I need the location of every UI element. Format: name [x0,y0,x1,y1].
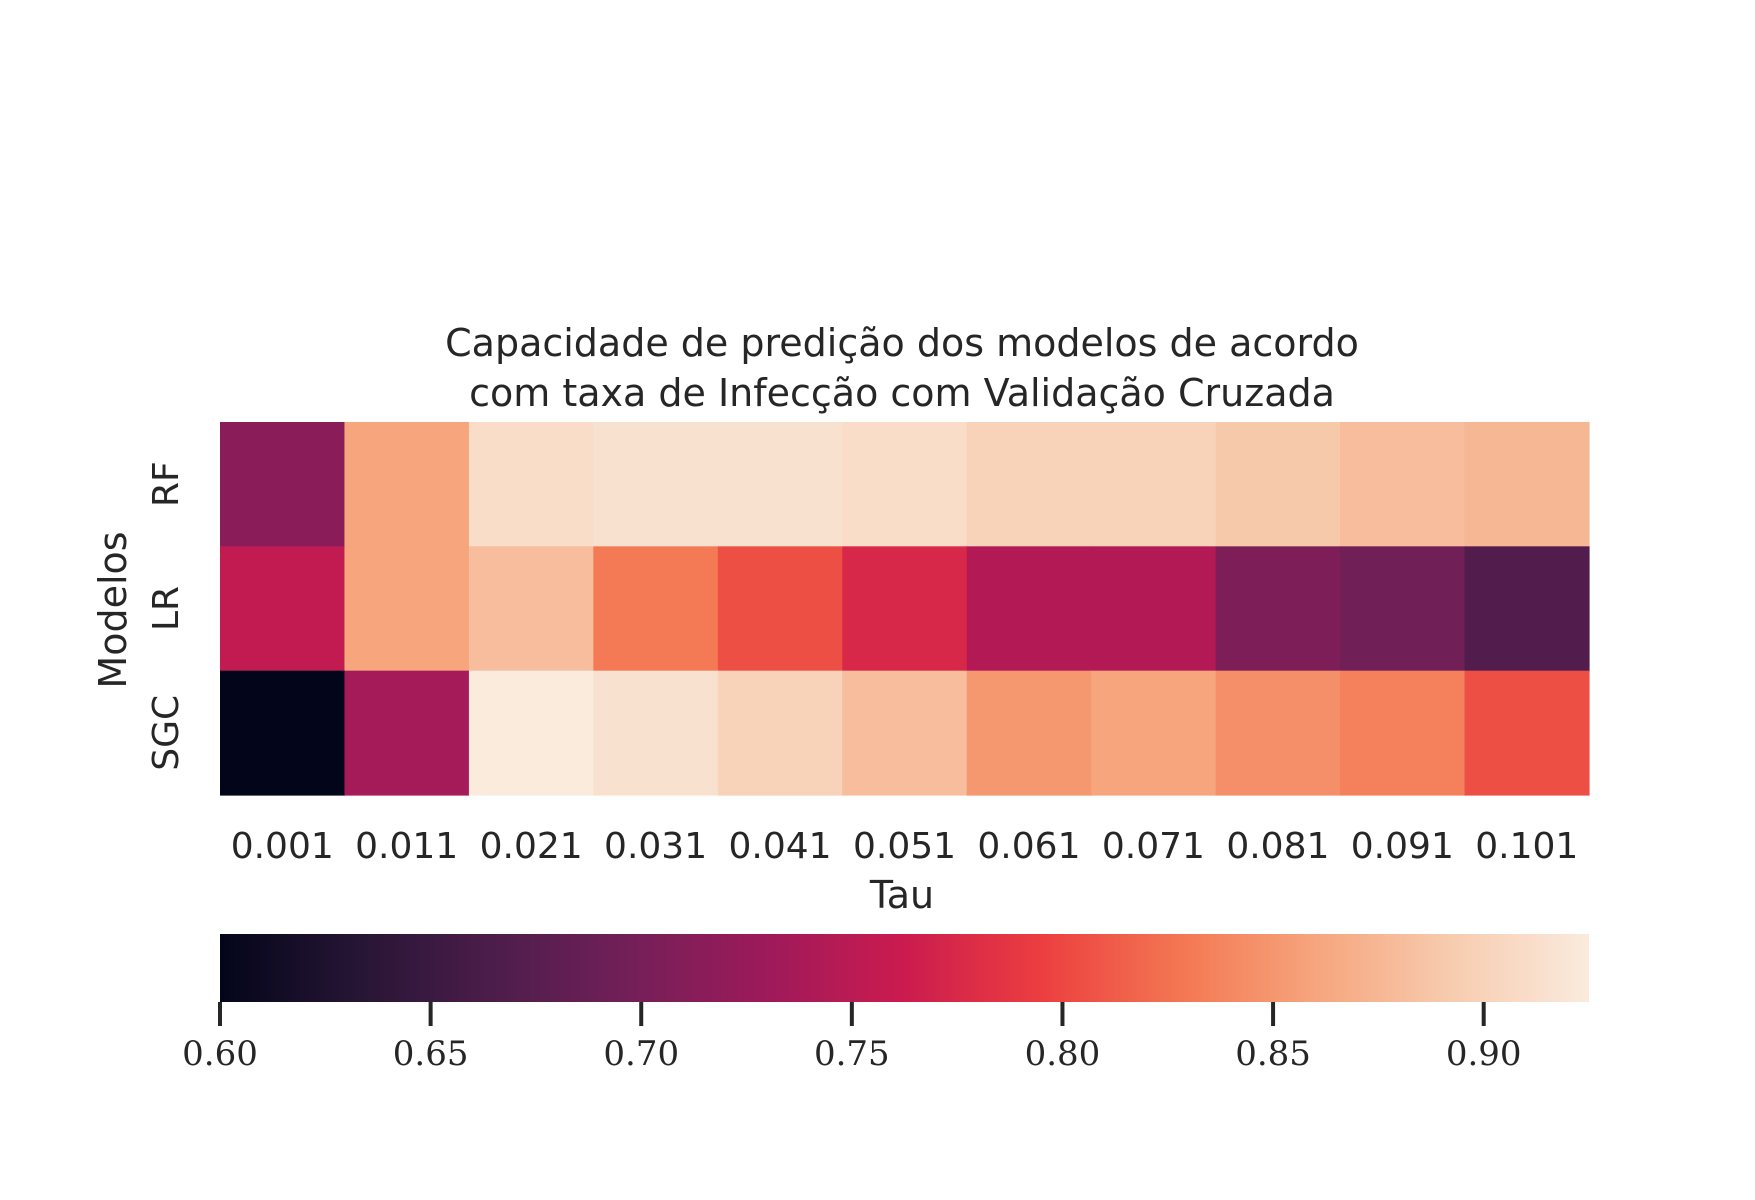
heatmap-cell [1091,422,1217,547]
heatmap-cell [344,422,470,547]
heatmap-cell [593,546,719,672]
heatmap-cell [1464,422,1590,547]
colorbar [220,934,1589,1002]
heatmap-cell [842,670,968,796]
heatmap-cell [1340,670,1466,796]
x-tick-label: 0.011 [355,826,458,867]
colorbar-tick-label: 0.75 [814,1034,890,1074]
y-tick-labels: RF LR SGC [146,461,187,770]
heatmap-cell [717,546,843,672]
x-tick-labels: 0.001 0.011 0.021 0.031 0.041 0.051 0.061 0.071… [231,826,1579,867]
heatmap-cell [1340,422,1466,547]
chart-title-line-1: Capacidade de predição dos modelos de ac… [445,321,1359,365]
heatmap-cell [468,546,594,672]
heatmap-cell [468,670,594,796]
chart-title: Capacidade de predição dos modelos de ac… [445,321,1359,415]
heatmap-cell [593,422,719,547]
colorbar-tick-label: 0.60 [182,1034,258,1074]
x-tick-label: 0.051 [853,826,956,867]
x-tick-label: 0.001 [231,826,334,867]
x-tick-label: 0.061 [977,826,1080,867]
y-tick-label: LR [146,586,187,631]
x-tick-label: 0.031 [604,826,707,867]
colorbar-tick-label: 0.65 [393,1034,469,1074]
y-tick-label: SGC [146,695,187,771]
heatmap-cell [966,422,1092,547]
heatmap-cell [842,546,968,672]
y-tick-label: RF [146,461,187,507]
x-tick-label: 0.091 [1351,826,1454,867]
x-tick-label: 0.081 [1226,826,1329,867]
heatmap-cell [1464,546,1590,672]
heatmap-cell [1091,546,1217,672]
heatmap-cell [717,422,843,547]
heatmap-cell [344,670,470,796]
heatmap-cell [220,422,346,547]
x-tick-label: 0.071 [1102,826,1205,867]
heatmap-cell [966,546,1092,672]
y-axis-label: Modelos [91,531,135,688]
heatmap-cell [593,670,719,796]
colorbar-tick-label: 0.85 [1235,1034,1311,1074]
heatmap-cell [344,546,470,672]
colorbar-tick-label: 0.70 [603,1034,679,1074]
heatmap-cell [1215,670,1341,796]
heatmap-cell [1091,670,1217,796]
chart-title-line-2: com taxa de Infecção com Validação Cruza… [469,371,1335,415]
heatmap-cell [1340,546,1466,672]
heatmap-cell [220,546,346,672]
heatmap-cell [1464,670,1590,796]
x-tick-label: 0.101 [1475,826,1578,867]
colorbar-ticks: 0.60 0.65 0.70 0.75 0.80 0.85 0.90 [182,1002,1522,1074]
heatmap-cell [842,422,968,547]
heatmap-cell [1215,546,1341,672]
heatmap-cell [220,670,346,796]
heatmap-cell [1215,422,1341,547]
x-tick-label: 0.021 [480,826,583,867]
colorbar-tick-label: 0.80 [1025,1034,1101,1074]
colorbar-tick-label: 0.90 [1446,1034,1522,1074]
x-axis-label: Tau [869,873,934,917]
x-tick-label: 0.041 [729,826,832,867]
heatmap-cell [717,670,843,796]
heatmap-cell [468,422,594,547]
heatmap-cell [966,670,1092,796]
heatmap-cells [220,422,1590,796]
